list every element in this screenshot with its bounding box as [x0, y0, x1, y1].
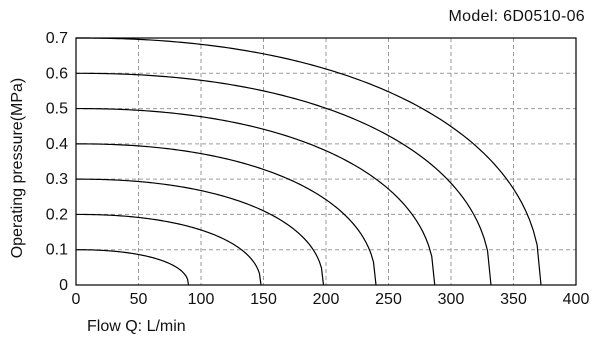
- y-tick-label: 0.4: [46, 136, 68, 153]
- plot-frame: [75, 37, 577, 286]
- x-axis-label: Flow Q: L/min: [87, 318, 186, 335]
- series-line: [76, 178, 325, 286]
- x-tick-label: 200: [313, 291, 340, 308]
- x-tick-label: 400: [563, 291, 590, 308]
- y-tick-label: 0.2: [46, 206, 68, 223]
- y-tick-label: 0.5: [46, 101, 68, 118]
- x-tick-label: 100: [188, 291, 215, 308]
- x-tick-label: 300: [438, 291, 465, 308]
- x-tick-label: 150: [250, 291, 277, 308]
- x-tick-label: 350: [500, 291, 527, 308]
- series-line: [76, 72, 492, 286]
- x-tick-label: 250: [375, 291, 402, 308]
- series-line: [76, 107, 436, 286]
- y-tick-label: 0.3: [46, 171, 68, 188]
- model-label: Model: 6D0510-06: [448, 8, 585, 25]
- series-line: [76, 249, 190, 286]
- x-tick-label: 0: [72, 291, 81, 308]
- x-tick-label: 50: [130, 291, 148, 308]
- y-tick-label: 0: [59, 277, 68, 294]
- series-line: [76, 143, 377, 286]
- series-line: [76, 37, 542, 286]
- series-line: [76, 213, 262, 286]
- y-tick-label: 0.7: [46, 30, 68, 47]
- y-tick-label: 0.6: [46, 65, 68, 82]
- y-tick-label: 0.1: [46, 242, 68, 259]
